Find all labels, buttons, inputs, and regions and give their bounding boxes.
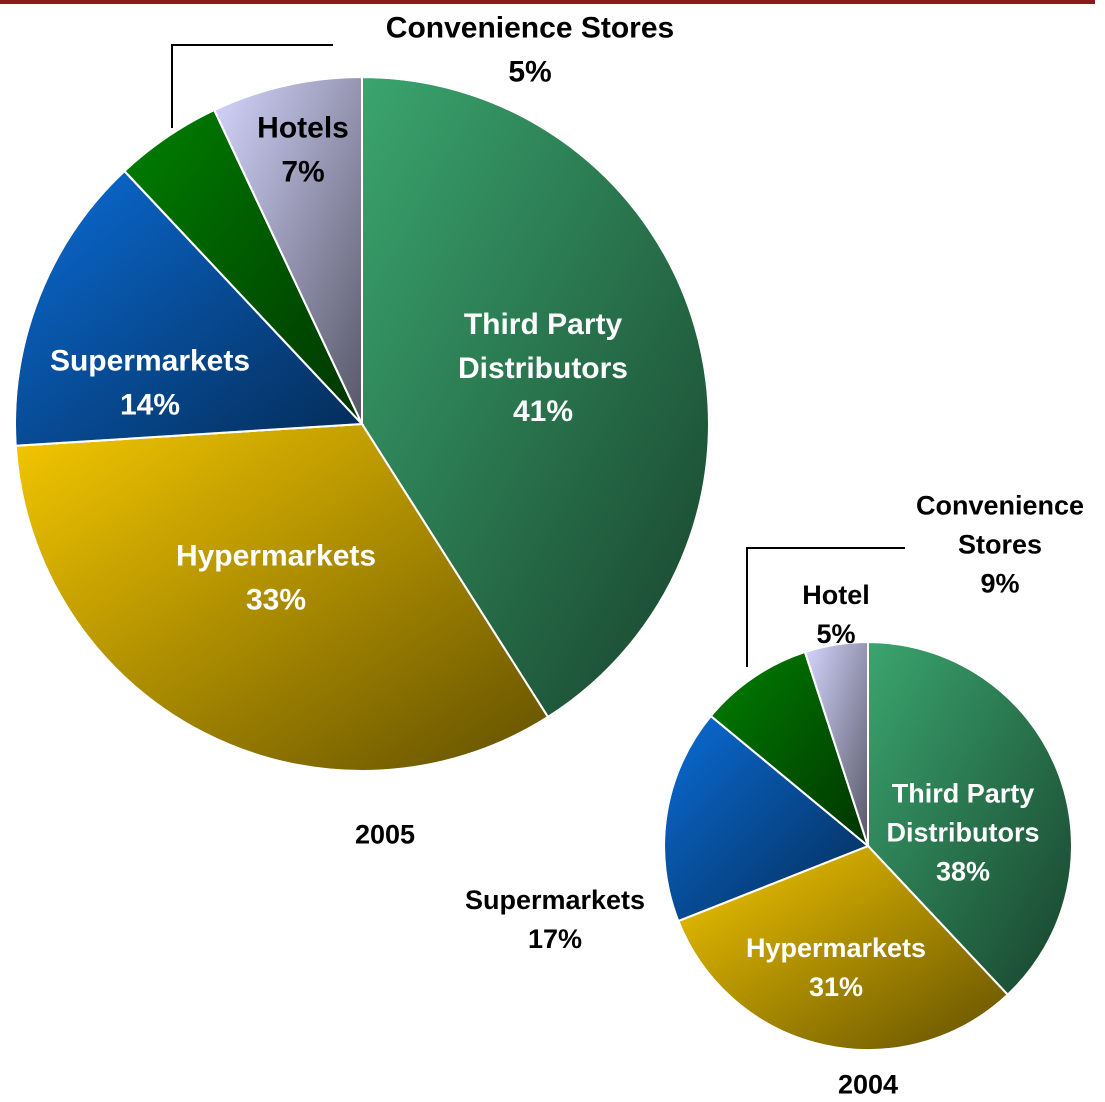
value-label: 14% [119, 388, 181, 421]
value-label: 41% [512, 394, 574, 428]
category-label: Supermarkets [49, 344, 251, 378]
slice-label: Hypermarkets 31% [706, 929, 966, 1007]
value-label: 33% [245, 583, 307, 616]
pie-title: 2004 [837, 1069, 899, 1100]
category-label: Hotel [802, 579, 870, 610]
slice-label: Convenience Stores 9% [905, 486, 1095, 603]
category-label: Convenience Stores [385, 11, 675, 45]
category-label: Convenience Stores [915, 490, 1085, 560]
slice-label: Hotel 5% [776, 576, 896, 654]
slice-label: Supermarkets 17% [425, 881, 685, 959]
leader-line [171, 44, 333, 128]
slice-label: Supermarkets 14% [20, 340, 280, 427]
slice-label: Convenience Stores 5% [320, 7, 740, 94]
category-label: Hotels [257, 111, 349, 145]
category-label: Supermarkets [464, 884, 646, 915]
slice-label: Hotels 7% [233, 107, 373, 194]
value-label: 5% [508, 55, 552, 88]
value-label: 31% [808, 972, 864, 1002]
slice-label: Hypermarkets 33% [126, 535, 426, 622]
pie-title: 2005 [354, 819, 416, 850]
value-label: 38% [935, 856, 991, 887]
value-label: 9% [980, 568, 1020, 599]
category-label: Third Party Distributors [886, 778, 1040, 848]
slice-label: Third Party Distributors 41% [423, 303, 663, 434]
value-label: 7% [281, 155, 325, 188]
value-label: 17% [527, 924, 583, 954]
slice-label: Third Party Distributors 38% [863, 774, 1063, 891]
category-label: Third Party Distributors [457, 307, 628, 385]
category-label: Hypermarkets [745, 932, 927, 963]
category-label: Hypermarkets [175, 539, 377, 573]
value-label: 5% [816, 619, 856, 649]
leader-line [746, 547, 905, 667]
